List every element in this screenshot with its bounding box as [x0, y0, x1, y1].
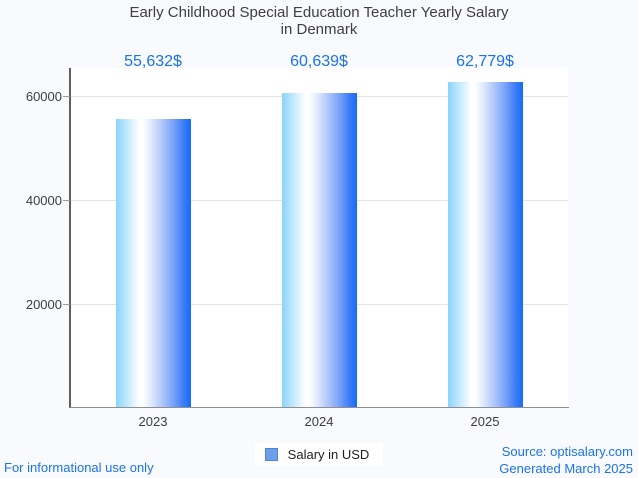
legend-item-salary[interactable]: Salary in USD [254, 443, 384, 466]
chart-title-line1: Early Childhood Special Education Teache… [129, 4, 509, 21]
value-label-2024: 60,639$ [290, 53, 348, 70]
value-label-2025: 62,779$ [456, 53, 514, 70]
legend-label: Salary in USD [287, 447, 370, 462]
y-axis-tick [63, 304, 70, 306]
value-label-2023: 55,632$ [124, 53, 182, 70]
y-tick-label: 60000 [25, 89, 62, 105]
y-axis-line [69, 68, 71, 408]
bar-2023[interactable] [115, 118, 191, 408]
footer-attribution: Source: optisalary.com Generated March 2… [499, 443, 633, 477]
plot-area [70, 68, 568, 408]
y-axis-tick [63, 96, 70, 98]
footer-generated: Generated March 2025 [499, 461, 633, 476]
chart-title: Early Childhood Special Education Teache… [0, 4, 638, 38]
footer-disclaimer: For informational use only [4, 460, 154, 475]
legend-swatch-icon [264, 448, 278, 461]
y-tick-label: 40000 [25, 193, 62, 209]
x-tick-label-2023: 2023 [138, 414, 168, 429]
chart-title-line2: in Denmark [280, 21, 358, 38]
x-tick-label-2024: 2024 [304, 414, 334, 429]
footer-source: Source: optisalary.com [501, 444, 633, 459]
bar-2025[interactable] [447, 81, 523, 408]
bar-2024[interactable] [281, 92, 357, 408]
x-axis-line [70, 407, 569, 408]
legend: Salary in USD [0, 443, 638, 466]
y-axis-tick [63, 200, 70, 202]
y-tick-label: 20000 [25, 297, 62, 313]
x-tick-label-2025: 2025 [470, 414, 500, 429]
